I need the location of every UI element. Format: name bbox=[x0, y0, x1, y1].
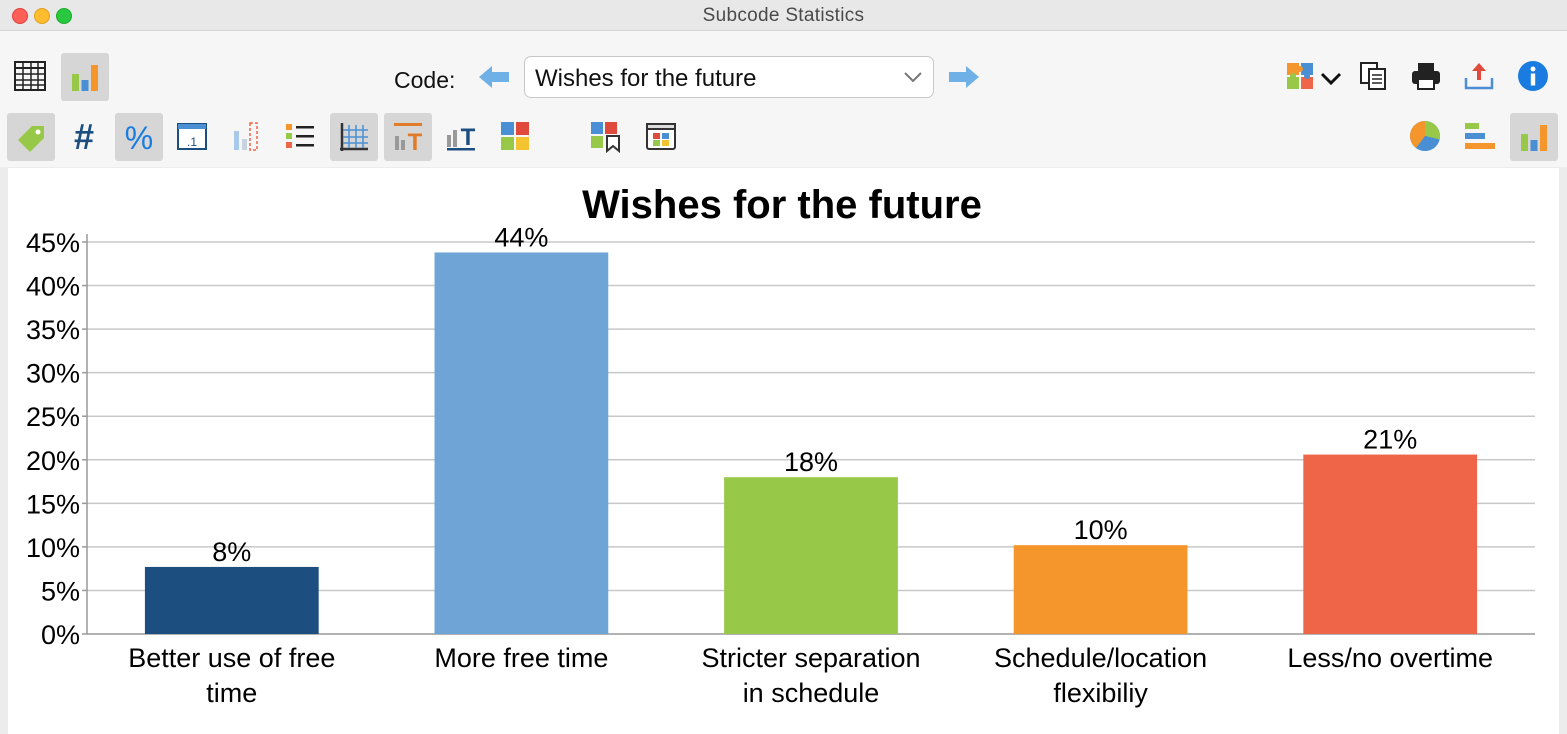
bar-chart: Wishes for the future 0% 5% 10% 15% 20% 25% 30… bbox=[26, 183, 1535, 708]
previous-code-arrow-icon[interactable] bbox=[477, 64, 511, 90]
horizontal-bar-icon bbox=[1465, 123, 1495, 149]
zoom-window-button[interactable] bbox=[56, 8, 72, 24]
print-button[interactable] bbox=[1403, 53, 1449, 99]
table-view-button[interactable] bbox=[7, 53, 53, 99]
axis-title-button[interactable]: T bbox=[438, 113, 484, 159]
bar bbox=[724, 477, 898, 634]
category-label: time bbox=[206, 678, 257, 708]
chevron-down-icon bbox=[904, 72, 922, 83]
y-tick-label: 45% bbox=[26, 228, 80, 258]
decimal-button[interactable]: .1 bbox=[169, 113, 215, 159]
close-window-button[interactable] bbox=[12, 8, 28, 24]
grid-lines-icon bbox=[340, 123, 368, 151]
category-label: More free time bbox=[434, 643, 608, 673]
export-chart-button[interactable] bbox=[638, 113, 684, 159]
data-label: 10% bbox=[1074, 515, 1128, 545]
pie-chart-button[interactable] bbox=[1402, 113, 1448, 159]
list-icon bbox=[286, 124, 314, 148]
missing-values-icon bbox=[234, 122, 258, 151]
horizontal-bar-button[interactable] bbox=[1456, 113, 1502, 159]
export-icon bbox=[1464, 63, 1494, 90]
y-tick-label: 40% bbox=[26, 272, 80, 302]
options-button[interactable] bbox=[1280, 53, 1320, 99]
chart-view-icon bbox=[72, 65, 98, 91]
data-label: 8% bbox=[212, 537, 251, 567]
category-label: flexibiliy bbox=[1053, 678, 1148, 708]
category-label: Schedule/location bbox=[994, 643, 1207, 673]
bar bbox=[434, 252, 609, 634]
title-toggle-icon: T bbox=[394, 123, 423, 154]
category-label: Better use of free bbox=[128, 643, 335, 673]
y-tick-label: 5% bbox=[41, 576, 80, 606]
color-scheme-icon bbox=[591, 122, 620, 153]
y-tick-label: 10% bbox=[26, 533, 80, 563]
info-button[interactable] bbox=[1510, 53, 1556, 99]
svg-text:.1: .1 bbox=[187, 135, 197, 149]
copy-button[interactable] bbox=[1350, 53, 1396, 99]
grid-lines-button[interactable] bbox=[330, 113, 378, 161]
info-icon bbox=[1518, 61, 1548, 91]
next-code-arrow-icon[interactable] bbox=[947, 64, 981, 90]
puzzle-options-icon bbox=[1287, 63, 1313, 89]
tag-icon bbox=[18, 126, 44, 152]
tag-button[interactable] bbox=[7, 113, 55, 161]
svg-text:T: T bbox=[461, 124, 476, 151]
percent-button[interactable]: % bbox=[115, 113, 163, 161]
bar bbox=[1303, 454, 1478, 634]
chevron-down-icon[interactable] bbox=[1320, 72, 1342, 86]
export-button[interactable] bbox=[1456, 53, 1502, 99]
color-palette-button[interactable] bbox=[492, 113, 538, 159]
list-button[interactable] bbox=[277, 113, 323, 159]
data-label: 44% bbox=[494, 222, 548, 252]
print-icon bbox=[1412, 63, 1440, 90]
code-dropdown-value: Wishes for the future bbox=[535, 65, 757, 92]
minimize-window-button[interactable] bbox=[34, 8, 50, 24]
vertical-bar-button[interactable] bbox=[1510, 113, 1558, 161]
missing-values-button[interactable] bbox=[223, 113, 269, 159]
code-label: Code: bbox=[394, 67, 456, 93]
vertical-bar-icon bbox=[1521, 125, 1547, 151]
bar bbox=[144, 566, 319, 634]
toolbar: Code: Wishes for the future bbox=[0, 31, 1567, 167]
data-label: 18% bbox=[784, 447, 838, 477]
copy-icon bbox=[1360, 62, 1386, 90]
category-label: Stricter separation bbox=[701, 643, 920, 673]
axis-title-icon: T bbox=[447, 124, 476, 151]
category-label: in schedule bbox=[743, 678, 880, 708]
y-tick-label: 15% bbox=[26, 489, 80, 519]
code-dropdown[interactable]: Wishes for the future bbox=[524, 56, 934, 98]
y-tick-label: 35% bbox=[26, 315, 80, 345]
svg-text:#: # bbox=[74, 119, 94, 153]
color-scheme-button[interactable] bbox=[582, 113, 628, 159]
svg-text:T: T bbox=[408, 129, 423, 154]
bar bbox=[1013, 545, 1188, 634]
chart-view-button[interactable] bbox=[61, 53, 109, 101]
color-palette-icon bbox=[501, 122, 529, 150]
y-tick-label: 25% bbox=[26, 402, 80, 432]
category-label: Less/no overtime bbox=[1287, 643, 1493, 673]
export-chart-icon bbox=[646, 123, 676, 150]
title-bar: Subcode Statistics bbox=[0, 0, 1567, 31]
data-label: 21% bbox=[1363, 425, 1417, 455]
decimal-icon: .1 bbox=[177, 123, 207, 150]
svg-text:%: % bbox=[125, 120, 153, 154]
chart-title: Wishes for the future bbox=[582, 183, 982, 227]
percent-icon: % bbox=[125, 120, 153, 154]
window-title: Subcode Statistics bbox=[702, 5, 865, 26]
table-view-icon bbox=[14, 61, 46, 91]
title-toggle-button[interactable]: T bbox=[384, 113, 432, 161]
y-tick-label: 30% bbox=[26, 359, 80, 389]
frequency-button[interactable]: # bbox=[61, 113, 107, 159]
pie-chart-icon bbox=[1410, 121, 1440, 151]
chart-panel: Wishes for the future 0% 5% 10% 15% 20% 25% 30… bbox=[8, 168, 1559, 734]
y-tick-label: 0% bbox=[41, 620, 80, 650]
y-tick-label: 20% bbox=[26, 446, 80, 476]
hash-icon: # bbox=[74, 119, 94, 153]
